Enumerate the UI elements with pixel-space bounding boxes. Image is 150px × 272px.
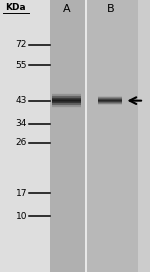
Text: 43: 43: [16, 96, 27, 105]
Bar: [98, 102, 122, 103]
Bar: [52, 105, 81, 106]
Bar: [98, 99, 122, 100]
Bar: [52, 96, 81, 97]
Bar: [52, 95, 81, 96]
Bar: [98, 97, 122, 98]
Bar: [98, 104, 122, 105]
Bar: [52, 96, 81, 97]
Bar: [52, 98, 81, 99]
Bar: [98, 98, 122, 99]
Bar: [98, 102, 122, 103]
Bar: [52, 92, 81, 93]
Bar: [52, 94, 81, 95]
Bar: [52, 108, 81, 109]
Bar: [0, 0, 50, 272]
Bar: [52, 94, 81, 95]
Bar: [98, 103, 122, 104]
Bar: [52, 92, 81, 93]
Text: B: B: [106, 4, 114, 14]
Bar: [98, 103, 122, 104]
Bar: [52, 108, 81, 109]
Bar: [52, 99, 81, 100]
Bar: [52, 93, 81, 94]
Bar: [52, 101, 81, 102]
Bar: [138, 0, 150, 272]
Text: 17: 17: [15, 188, 27, 198]
Bar: [52, 104, 81, 105]
Text: 34: 34: [16, 119, 27, 128]
Bar: [52, 98, 81, 99]
Bar: [98, 97, 122, 98]
Bar: [52, 99, 81, 100]
Bar: [52, 106, 81, 107]
Bar: [98, 105, 122, 106]
Bar: [52, 97, 81, 98]
Bar: [52, 102, 81, 103]
Bar: [98, 99, 122, 100]
Text: 72: 72: [16, 40, 27, 50]
Bar: [98, 104, 122, 105]
Bar: [98, 100, 122, 101]
Bar: [52, 104, 81, 105]
Text: 55: 55: [15, 61, 27, 70]
Bar: [98, 101, 122, 102]
Bar: [52, 93, 81, 94]
Text: 10: 10: [15, 212, 27, 221]
Bar: [52, 100, 81, 101]
Bar: [52, 100, 81, 101]
Bar: [98, 101, 122, 102]
Text: KDa: KDa: [5, 3, 25, 12]
Bar: [52, 102, 81, 103]
Bar: [98, 95, 122, 96]
Bar: [52, 107, 81, 108]
Bar: [98, 96, 122, 97]
Bar: [98, 100, 122, 101]
Bar: [52, 95, 81, 96]
Bar: [52, 105, 81, 106]
Bar: [52, 101, 81, 102]
Bar: [50, 0, 85, 272]
Bar: [87, 0, 138, 272]
Bar: [52, 107, 81, 108]
Bar: [98, 96, 122, 97]
Bar: [52, 103, 81, 104]
Text: 26: 26: [16, 138, 27, 147]
Bar: [98, 98, 122, 99]
Bar: [98, 95, 122, 96]
Bar: [85, 0, 87, 272]
Bar: [98, 105, 122, 106]
Bar: [52, 106, 81, 107]
Text: A: A: [63, 4, 70, 14]
